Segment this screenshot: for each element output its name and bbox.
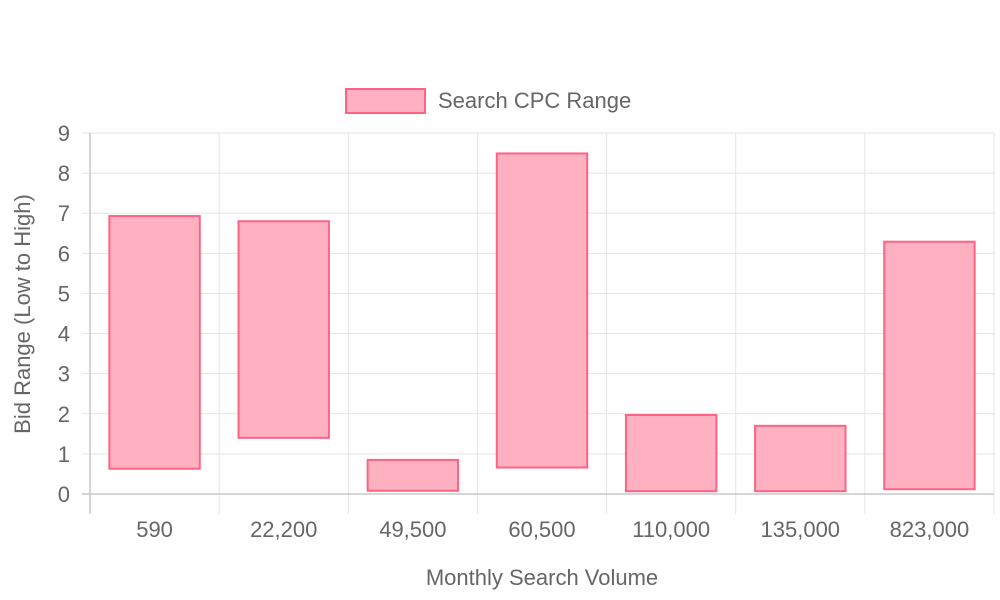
legend[interactable]: Search CPC Range <box>345 88 631 114</box>
bar[interactable] <box>754 424 847 493</box>
y-tick-label: 3 <box>58 362 70 387</box>
legend-swatch[interactable] <box>345 88 426 114</box>
x-tick-label: 590 <box>136 517 173 542</box>
y-tick-label: 1 <box>58 442 70 467</box>
x-tick-label: 22,200 <box>250 517 317 542</box>
y-tick-label: 2 <box>58 402 70 427</box>
y-tick-label: 9 <box>58 121 70 146</box>
x-tick-label: 49,500 <box>379 517 446 542</box>
y-tick-label: 5 <box>58 281 70 306</box>
y-tick-label: 7 <box>58 201 70 226</box>
bar[interactable] <box>237 220 330 439</box>
y-axis-title: Bid Range (Low to High) <box>10 194 35 434</box>
y-tick-label: 8 <box>58 161 70 186</box>
x-axis-title: Monthly Search Volume <box>426 565 658 590</box>
x-tick-label: 135,000 <box>761 517 841 542</box>
bar[interactable] <box>883 240 976 491</box>
y-tick-label: 0 <box>58 482 70 507</box>
x-tick-label: 60,500 <box>508 517 575 542</box>
y-tick-label: 4 <box>58 322 70 347</box>
x-tick-label: 110,000 <box>632 517 710 542</box>
bar[interactable] <box>108 215 201 470</box>
bar[interactable] <box>366 458 460 492</box>
axes <box>82 132 994 514</box>
y-tick-label: 6 <box>58 241 70 266</box>
x-tick-labels: 590 22,200 49,500 60,500 110,000 135,000 823,0… <box>136 517 969 542</box>
bars <box>108 152 976 493</box>
legend-label[interactable]: Search CPC Range <box>438 88 631 113</box>
bar[interactable] <box>624 413 718 493</box>
y-tick-labels: 0 1 2 3 4 5 6 7 8 9 <box>58 121 70 507</box>
x-tick-label: 823,000 <box>890 517 970 542</box>
bar[interactable] <box>495 152 589 469</box>
